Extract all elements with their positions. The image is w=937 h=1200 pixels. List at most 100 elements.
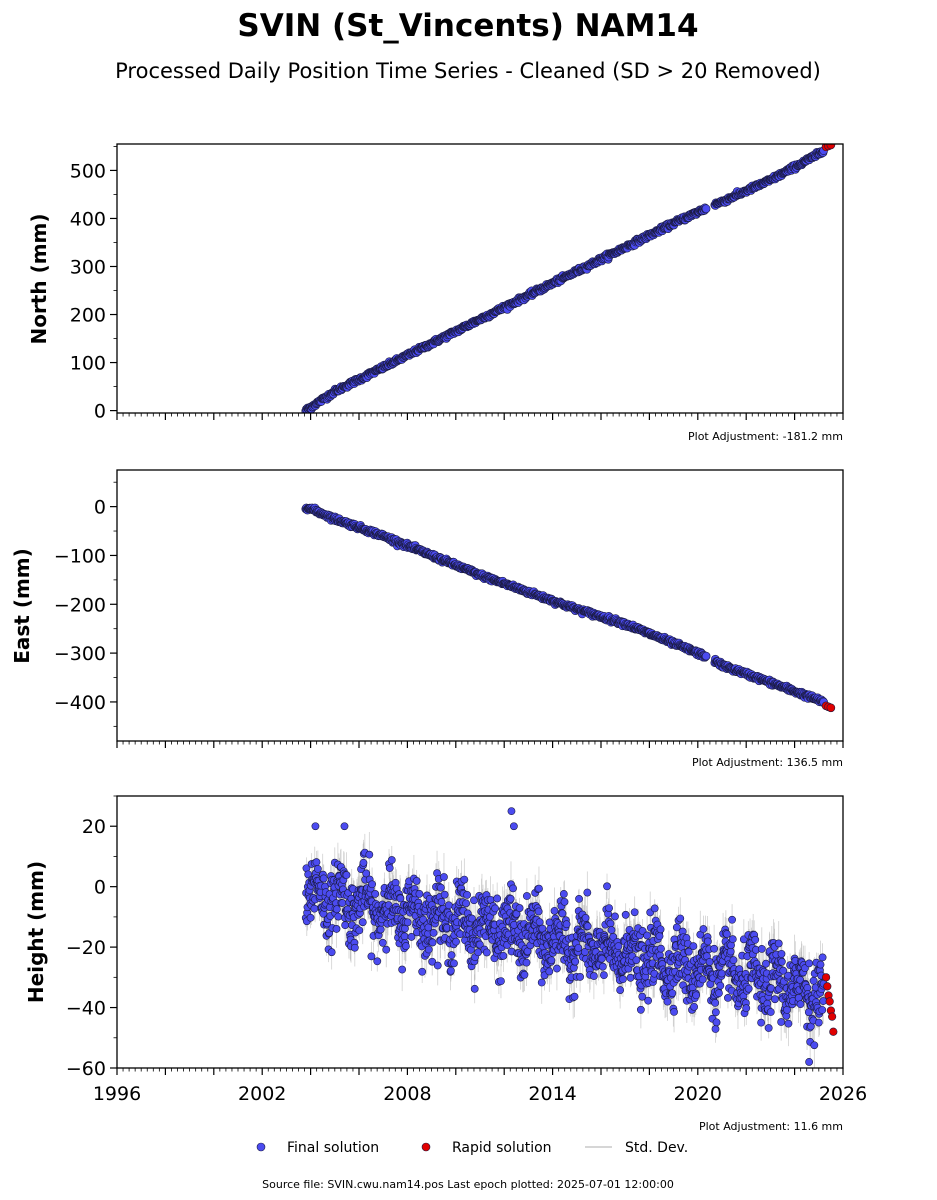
data-point bbox=[371, 890, 380, 898]
height-points bbox=[301, 807, 838, 1066]
east-y-ticks: 0 −100 −200 −300 −400 bbox=[54, 481, 117, 727]
data-point bbox=[589, 972, 598, 980]
data-point bbox=[784, 971, 792, 980]
data-point bbox=[704, 937, 712, 946]
data-point bbox=[460, 875, 469, 884]
data-point bbox=[728, 935, 737, 944]
data-point bbox=[711, 1025, 720, 1033]
data-point bbox=[570, 992, 579, 1001]
data-point bbox=[558, 909, 567, 918]
data-point bbox=[643, 931, 651, 940]
y-tick-label: −400 bbox=[54, 692, 106, 714]
data-point bbox=[378, 938, 387, 947]
data-point bbox=[692, 991, 701, 1000]
data-point bbox=[560, 897, 569, 906]
data-point bbox=[365, 850, 374, 859]
data-point bbox=[440, 890, 449, 899]
data-point bbox=[310, 904, 319, 913]
data-point bbox=[777, 949, 786, 958]
data-point bbox=[583, 922, 592, 931]
data-point bbox=[373, 957, 382, 966]
data-point bbox=[670, 1008, 678, 1016]
data-point bbox=[412, 877, 421, 885]
data-point bbox=[362, 869, 371, 878]
data-point bbox=[468, 914, 476, 923]
data-point bbox=[574, 944, 583, 952]
data-point bbox=[784, 1019, 793, 1028]
data-point bbox=[764, 1024, 773, 1032]
data-point bbox=[428, 957, 437, 966]
east-panel: East (mm) Plot Adjustment: 136.5 mm 0 −10… bbox=[10, 469, 844, 769]
data-point bbox=[742, 1004, 751, 1013]
data-point bbox=[520, 970, 529, 979]
data-point bbox=[385, 864, 394, 872]
data-point bbox=[777, 957, 786, 966]
data-point bbox=[619, 975, 627, 984]
data-point bbox=[499, 951, 508, 960]
data-point bbox=[614, 942, 623, 951]
data-point bbox=[712, 1018, 721, 1027]
data-point bbox=[626, 973, 635, 982]
data-point bbox=[766, 1008, 775, 1016]
chart-title: SVIN (St_Vincents) NAM14 bbox=[237, 8, 698, 44]
data-point bbox=[338, 899, 347, 907]
east-x-ticks bbox=[116, 741, 844, 748]
east-axis-label: East (mm) bbox=[10, 548, 34, 664]
data-point bbox=[715, 989, 723, 998]
data-point bbox=[550, 906, 559, 915]
data-point bbox=[598, 962, 607, 971]
data-point bbox=[663, 997, 672, 1006]
data-point bbox=[717, 969, 726, 978]
data-point bbox=[545, 967, 554, 976]
data-point bbox=[368, 880, 376, 889]
data-point bbox=[482, 948, 491, 957]
data-point bbox=[407, 933, 416, 941]
data-point bbox=[575, 895, 583, 903]
data-point bbox=[506, 894, 515, 903]
data-point bbox=[437, 898, 446, 906]
data-point bbox=[319, 874, 328, 883]
data-point bbox=[762, 959, 770, 968]
data-point bbox=[771, 995, 779, 1004]
data-point bbox=[716, 981, 725, 990]
north-plot-adjustment: Plot Adjustment: -181.2 mm bbox=[688, 430, 843, 443]
data-point bbox=[537, 978, 546, 987]
data-point bbox=[710, 944, 719, 953]
rapid-point bbox=[826, 144, 836, 150]
data-point bbox=[724, 993, 732, 1002]
data-point bbox=[535, 918, 544, 926]
y-tick-label: −100 bbox=[54, 545, 106, 567]
data-point bbox=[402, 942, 410, 950]
data-point bbox=[609, 933, 618, 941]
data-point bbox=[701, 204, 711, 214]
data-point bbox=[367, 952, 376, 961]
data-point bbox=[400, 932, 409, 941]
rapid-point bbox=[826, 703, 836, 713]
data-point bbox=[705, 957, 714, 966]
data-point bbox=[606, 919, 615, 928]
data-point bbox=[723, 930, 731, 938]
height-data-marks bbox=[301, 807, 838, 1068]
y-tick-label: 300 bbox=[70, 256, 106, 278]
data-point bbox=[757, 944, 766, 953]
data-point bbox=[304, 870, 313, 879]
height-plot-adjustment: Plot Adjustment: 11.6 mm bbox=[699, 1120, 843, 1133]
data-point bbox=[403, 918, 412, 927]
chart-subtitle: Processed Daily Position Time Series - C… bbox=[115, 59, 821, 83]
data-point bbox=[757, 1018, 766, 1027]
data-point bbox=[433, 961, 442, 970]
data-point bbox=[644, 996, 653, 1005]
data-point bbox=[777, 1018, 786, 1026]
north-y-ticks: 0 100 200 300 400 500 bbox=[70, 146, 117, 423]
data-point bbox=[685, 947, 693, 956]
data-point bbox=[312, 858, 321, 867]
data-point bbox=[341, 921, 350, 930]
y-tick-label: 200 bbox=[70, 305, 106, 327]
data-point bbox=[515, 904, 524, 912]
y-tick-label: 0 bbox=[94, 401, 106, 423]
data-point bbox=[497, 977, 505, 986]
data-point bbox=[470, 896, 478, 905]
data-point bbox=[509, 884, 517, 893]
data-point bbox=[698, 975, 707, 984]
y-tick-label: 100 bbox=[70, 353, 106, 375]
